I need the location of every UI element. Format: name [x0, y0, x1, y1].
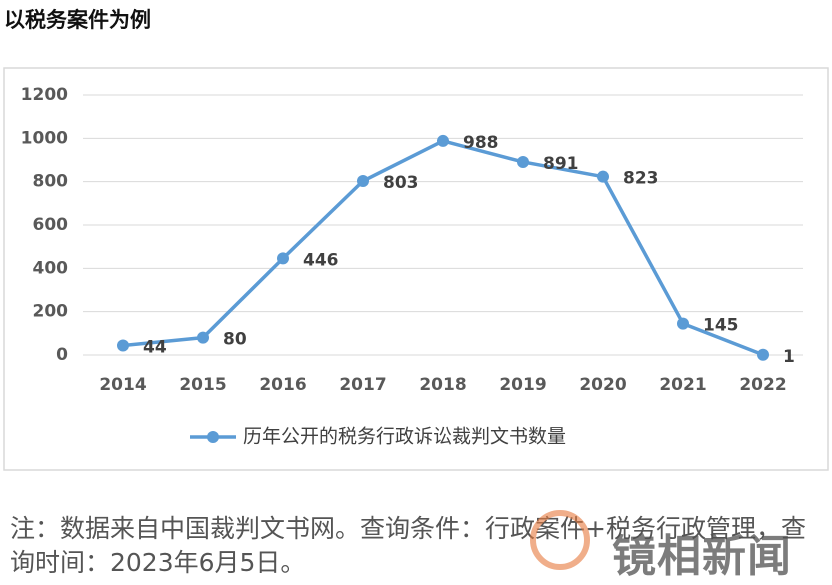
watermark: 镜相新闻 [612, 531, 792, 582]
data-point [117, 339, 129, 352]
chart-frame [3, 67, 829, 471]
data-point [517, 155, 529, 168]
y-tick-label: 1000 [21, 128, 68, 148]
y-tick-label: 400 [33, 258, 69, 278]
chart: 0 200 400 600 800 1000 1200 2014 2015 2016 2017 201… [3, 67, 829, 471]
x-tick-label: 2021 [659, 375, 706, 395]
data-point [757, 348, 769, 361]
x-tick-label: 2014 [99, 375, 146, 395]
data-label: 80 [223, 330, 247, 350]
legend-label: 历年公开的税务行政诉讼裁判文书数量 [243, 426, 566, 448]
x-tick-label: 2022 [739, 375, 786, 395]
x-tick-label: 2019 [499, 375, 546, 395]
data-label: 1 [783, 347, 795, 367]
legend-marker [207, 431, 219, 443]
heading: 以税务案件为例 [4, 8, 151, 32]
y-tick-label: 800 [33, 172, 69, 192]
data-point [277, 252, 289, 265]
x-tick-label: 2020 [579, 375, 626, 395]
y-tick-label: 0 [56, 345, 68, 365]
watermark-logo [530, 510, 590, 570]
data-point [437, 134, 449, 147]
data-label: 823 [623, 169, 659, 189]
x-tick-label: 2015 [179, 375, 226, 395]
data-label: 988 [463, 133, 499, 153]
data-label: 44 [143, 337, 167, 357]
data-point [357, 175, 369, 188]
note: 注：数据来自中国裁判文书网。查询条件：行政案件+税务行政管理，查询时间：2023… [10, 514, 806, 577]
data-label: 891 [543, 154, 579, 174]
data-point [597, 170, 609, 183]
data-label: 803 [383, 173, 419, 193]
data-point [197, 331, 209, 344]
data-label: 145 [703, 316, 739, 336]
y-tick-label: 200 [33, 302, 69, 322]
y-tick-label: 600 [33, 215, 69, 235]
x-tick-label: 2018 [419, 375, 466, 395]
x-tick-label: 2016 [259, 375, 306, 395]
y-tick-label: 1200 [21, 85, 68, 105]
data-point [677, 317, 689, 330]
x-tick-label: 2017 [339, 375, 386, 395]
data-label: 446 [303, 250, 339, 270]
